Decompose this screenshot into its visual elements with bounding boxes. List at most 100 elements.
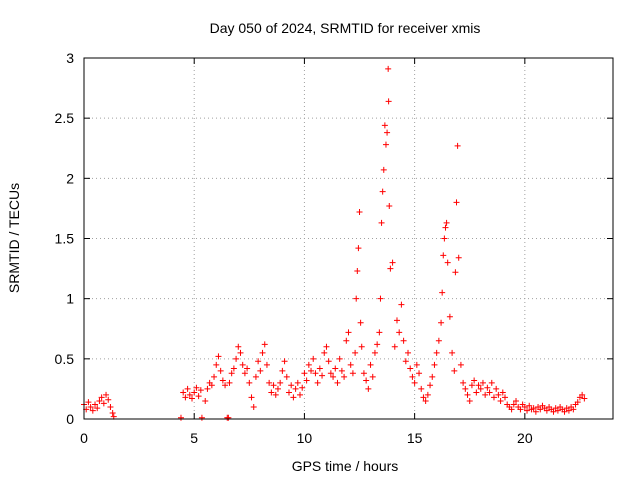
data-point (244, 365, 251, 372)
data-point (396, 329, 403, 336)
data-point (451, 367, 458, 374)
data-point (431, 361, 438, 368)
data-point (416, 370, 423, 377)
data-point (387, 265, 394, 272)
data-point (257, 367, 264, 374)
y-axis-label: SRMTID / TECUs (6, 183, 22, 293)
data-point (460, 379, 467, 386)
data-point (482, 391, 489, 398)
data-point (180, 389, 187, 396)
data-point (479, 379, 486, 386)
data-point (380, 166, 387, 173)
data-point (493, 385, 500, 392)
data-point (424, 391, 431, 398)
data-point (336, 355, 343, 362)
data-point (202, 397, 209, 404)
data-point (217, 367, 224, 374)
data-point (484, 384, 491, 391)
data-point (381, 122, 388, 129)
data-point (369, 373, 376, 380)
data-point (261, 341, 268, 348)
x-tick-label: 10 (297, 430, 313, 446)
data-point (294, 379, 301, 386)
data-point (453, 199, 460, 206)
data-point (411, 379, 418, 386)
data-point (385, 98, 392, 105)
data-point (235, 343, 242, 350)
data-point (279, 367, 286, 374)
data-point (325, 358, 332, 365)
data-point (239, 361, 246, 368)
data-point (182, 394, 189, 401)
y-tick-label: 1.5 (55, 231, 75, 247)
y-tick-label: 0 (66, 411, 74, 427)
data-point (338, 367, 345, 374)
data-point (382, 141, 389, 148)
data-point (490, 394, 497, 401)
data-point (281, 358, 288, 365)
data-point (297, 391, 304, 398)
data-point (314, 379, 321, 386)
data-point (377, 295, 384, 302)
data-point (420, 394, 427, 401)
data-point (486, 389, 493, 396)
data-point (277, 379, 284, 386)
data-point (330, 373, 337, 380)
data-point (301, 370, 308, 377)
data-point (360, 370, 367, 377)
data-point (438, 319, 445, 326)
data-point (433, 349, 440, 356)
data-point (268, 389, 275, 396)
data-point (574, 399, 581, 406)
data-point (501, 394, 508, 401)
data-point (443, 219, 450, 226)
data-point (334, 379, 341, 386)
data-point (418, 385, 425, 392)
data-point (429, 373, 436, 380)
data-point (319, 372, 326, 379)
data-point (246, 379, 253, 386)
data-point (444, 259, 451, 266)
data-point (452, 269, 459, 276)
axis-ticks: 0 5 10 15 20 0 0.5 1 1.5 2 2.5 3 (55, 50, 613, 446)
y-tick-label: 2 (66, 170, 74, 186)
data-point (230, 365, 237, 372)
data-point (349, 370, 356, 377)
data-point (524, 407, 531, 414)
data-point (439, 289, 446, 296)
data-point (358, 343, 365, 350)
data-point (105, 396, 112, 403)
data-point (100, 400, 107, 407)
data-point (241, 370, 248, 377)
data-point (186, 391, 193, 398)
data-point (367, 361, 374, 368)
data-point (215, 353, 222, 360)
data-point (255, 358, 262, 365)
data-point (561, 408, 568, 415)
data-point (290, 394, 297, 401)
data-point (508, 406, 515, 413)
data-point (92, 401, 99, 408)
y-tick-label: 1 (66, 291, 74, 307)
data-point (379, 188, 386, 195)
data-point (471, 377, 478, 384)
data-point (222, 382, 229, 389)
data-point (259, 349, 266, 356)
data-point (409, 373, 416, 380)
data-point (442, 224, 449, 231)
data-point (393, 317, 400, 324)
x-tick-label: 0 (80, 430, 88, 446)
data-point (570, 406, 577, 413)
data-point (356, 209, 363, 216)
data-point (219, 377, 226, 384)
data-point (510, 401, 517, 408)
y-tick-label: 2.5 (55, 110, 75, 126)
data-point (579, 391, 586, 398)
data-point (462, 385, 469, 392)
data-point (332, 365, 339, 372)
data-point (374, 341, 381, 348)
data-point (391, 343, 398, 350)
data-point (457, 361, 464, 368)
data-point (285, 389, 292, 396)
data-point (365, 385, 372, 392)
